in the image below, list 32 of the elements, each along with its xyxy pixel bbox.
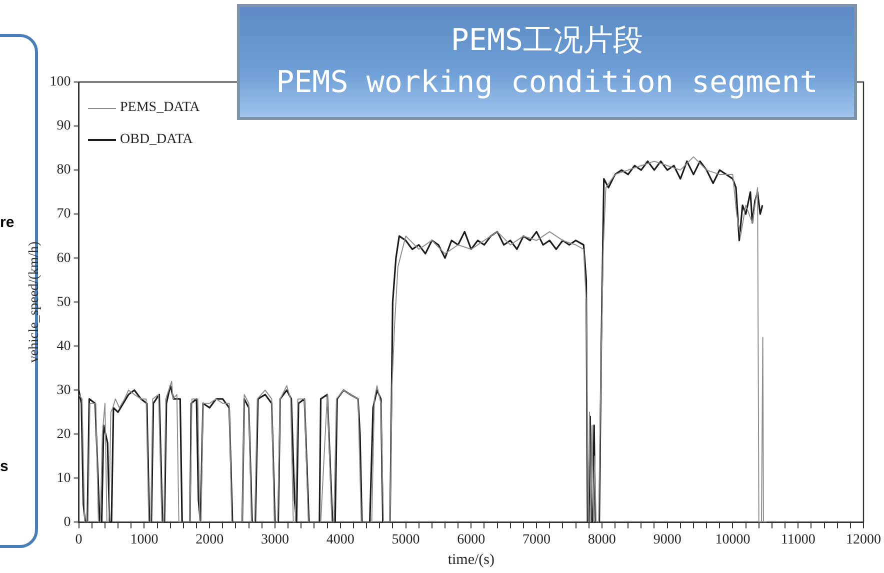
y-axis-title: vehicle_speed/(km/h)	[27, 241, 42, 363]
y-tick-label: 20	[56, 426, 71, 442]
x-tick-label: 0	[75, 532, 82, 548]
x-tick-label: 6000	[457, 532, 486, 548]
legend-label: PEMS_DATA	[120, 100, 200, 116]
y-tick-label: 40	[56, 338, 71, 354]
chart-title: PEMS工况片段	[450, 22, 644, 60]
x-tick-label: 11000	[780, 532, 816, 548]
chart-subtitle: PEMS working condition segment	[275, 64, 819, 102]
y-tick-label: 100	[50, 74, 71, 90]
y-tick-label: 90	[56, 118, 71, 134]
x-tick-label: 7000	[522, 532, 551, 548]
x-tick-label: 12000	[846, 532, 881, 548]
x-tick-label: 10000	[715, 532, 750, 548]
x-axis-title: time/(s)	[448, 552, 494, 568]
y-tick-label: 70	[56, 206, 71, 222]
y-tick-label: 10	[56, 470, 71, 486]
text: s	[0, 458, 8, 475]
y-tick-label: 0	[64, 514, 71, 530]
x-tick-label: 5000	[392, 532, 420, 548]
x-tick-label: 1000	[130, 532, 158, 548]
x-tick-label: 2000	[196, 532, 224, 548]
legend-label: OBD_DATA	[120, 132, 193, 148]
x-tick-label: 8000	[588, 532, 616, 548]
x-tick-label: 4000	[326, 532, 354, 548]
text: re	[0, 214, 14, 231]
y-tick-label: 50	[56, 294, 71, 310]
y-tick-label: 60	[56, 250, 71, 266]
y-tick-label: 30	[56, 382, 71, 398]
x-tick-label: 9000	[653, 532, 682, 548]
y-tick-label: 80	[56, 162, 71, 178]
x-tick-label: 3000	[260, 532, 289, 548]
